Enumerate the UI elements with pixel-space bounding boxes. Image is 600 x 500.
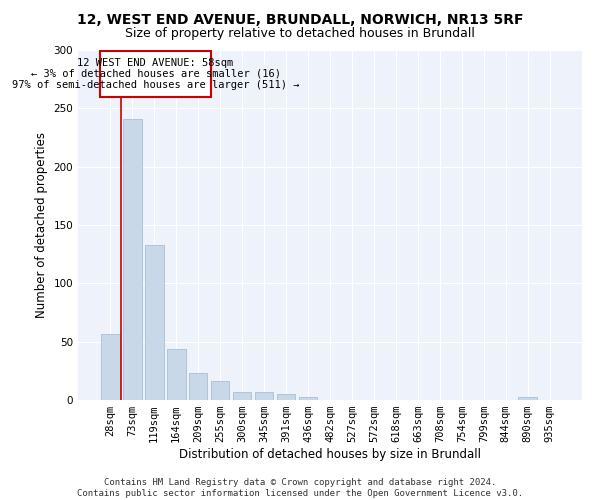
Bar xyxy=(101,334,119,400)
Bar xyxy=(518,396,537,400)
Bar xyxy=(100,51,211,96)
Text: 97% of semi-detached houses are larger (511) →: 97% of semi-detached houses are larger (… xyxy=(12,80,299,90)
Bar xyxy=(255,392,274,400)
Text: 12 WEST END AVENUE: 58sqm: 12 WEST END AVENUE: 58sqm xyxy=(77,58,233,68)
Y-axis label: Number of detached properties: Number of detached properties xyxy=(35,132,48,318)
Bar xyxy=(233,392,251,400)
Bar xyxy=(299,396,317,400)
Bar xyxy=(167,348,185,400)
Bar xyxy=(189,373,208,400)
Bar xyxy=(145,245,164,400)
X-axis label: Distribution of detached houses by size in Brundall: Distribution of detached houses by size … xyxy=(179,448,481,461)
Text: Size of property relative to detached houses in Brundall: Size of property relative to detached ho… xyxy=(125,28,475,40)
Text: Contains HM Land Registry data © Crown copyright and database right 2024.
Contai: Contains HM Land Registry data © Crown c… xyxy=(77,478,523,498)
Bar xyxy=(123,119,142,400)
Text: 12, WEST END AVENUE, BRUNDALL, NORWICH, NR13 5RF: 12, WEST END AVENUE, BRUNDALL, NORWICH, … xyxy=(77,12,523,26)
Text: ← 3% of detached houses are smaller (16): ← 3% of detached houses are smaller (16) xyxy=(31,69,281,79)
Bar xyxy=(277,394,295,400)
Bar xyxy=(211,382,229,400)
